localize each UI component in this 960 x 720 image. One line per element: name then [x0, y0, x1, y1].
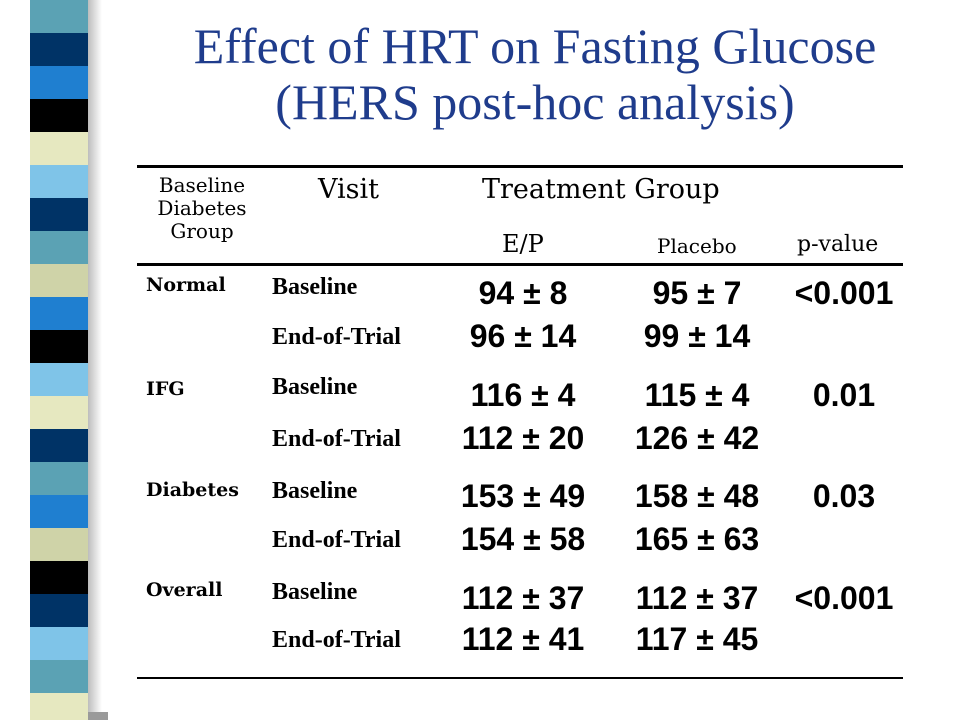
- placebo-value: 95 ± 7: [652, 275, 742, 311]
- p-value: 0.01: [812, 377, 876, 413]
- group-label-overall: Overall: [146, 579, 223, 601]
- placebo-value: 158 ± 48: [634, 478, 760, 514]
- visit-label: Baseline: [272, 579, 358, 605]
- stripe-block: [30, 594, 88, 627]
- p-value: 0.03: [812, 478, 876, 514]
- p-value: <0.001: [794, 275, 894, 311]
- stripe-block: [30, 231, 88, 264]
- ep-value: 112 ± 20: [461, 420, 585, 456]
- slide-title: Effect of HRT on Fasting Glucose (HERS p…: [110, 18, 960, 130]
- placebo-value: 112 ± 37: [635, 580, 759, 616]
- visit-label: End-of-Trial: [272, 627, 401, 653]
- decorative-stripe: [30, 0, 88, 720]
- ep-value: 116 ± 4: [470, 377, 576, 413]
- stripe-block: [30, 99, 88, 132]
- placebo-value: 115 ± 4: [644, 377, 750, 413]
- stripe-block: [30, 264, 88, 297]
- ep-value: 96 ± 14: [469, 318, 577, 354]
- visit-label: End-of-Trial: [272, 527, 401, 553]
- stripe-block: [30, 66, 88, 99]
- stripe-block: [30, 330, 88, 363]
- placebo-value: 99 ± 14: [643, 318, 751, 354]
- visit-label: Baseline: [272, 274, 358, 300]
- stripe-block: [30, 132, 88, 165]
- table-bottom-rule: [137, 677, 903, 679]
- ep-value: 112 ± 37: [461, 580, 585, 616]
- ep-value: 112 ± 41: [461, 621, 585, 657]
- visit-label: End-of-Trial: [272, 324, 401, 350]
- group-label-diabetes: Diabetes: [146, 479, 239, 501]
- visit-label: End-of-Trial: [272, 426, 401, 452]
- header-placebo: Placebo: [657, 234, 737, 258]
- title-line-1: Effect of HRT on Fasting Glucose: [193, 18, 877, 74]
- stripe-shadow: [88, 0, 102, 720]
- stripe-block: [30, 495, 88, 528]
- ep-value: 94 ± 8: [478, 275, 568, 311]
- stripe-block: [30, 561, 88, 594]
- placebo-value: 126 ± 42: [634, 420, 760, 456]
- header-treatment-group: Treatment Group: [482, 174, 720, 205]
- stripe-block: [30, 165, 88, 198]
- stripe-block: [30, 396, 88, 429]
- header-baseline-diabetes-group: Baseline Diabetes Group: [146, 174, 258, 243]
- group-label-ifg: IFG: [146, 378, 185, 400]
- stripe-block: [30, 198, 88, 231]
- stripe-block: [30, 33, 88, 66]
- stripe-block: [30, 363, 88, 396]
- ep-value: 154 ± 58: [460, 521, 586, 557]
- stripe-block: [30, 297, 88, 330]
- title-line-2: (HERS post-hoc analysis): [275, 74, 795, 130]
- stripe-block: [30, 528, 88, 561]
- ep-value: 153 ± 49: [460, 478, 586, 514]
- stripe-block: [30, 693, 88, 720]
- table-top-rule: [137, 165, 903, 168]
- stripe-block: [30, 660, 88, 693]
- header-group-line: Group: [170, 219, 234, 243]
- group-label-normal: Normal: [146, 274, 226, 296]
- stripe-block: [30, 462, 88, 495]
- placebo-value: 165 ± 63: [634, 521, 760, 557]
- header-baseline-line: Baseline: [158, 173, 246, 197]
- stripe-block: [30, 0, 88, 33]
- header-p-value: p-value: [797, 232, 879, 257]
- header-diabetes-line: Diabetes: [157, 196, 247, 220]
- placebo-value: 117 ± 45: [635, 621, 759, 657]
- visit-label: Baseline: [272, 374, 358, 400]
- stripe-base: [88, 712, 108, 720]
- header-visit: Visit: [318, 174, 380, 205]
- stripe-block: [30, 627, 88, 660]
- header-ep: E/P: [502, 230, 544, 258]
- stripe-block: [30, 429, 88, 462]
- p-value: <0.001: [794, 580, 894, 616]
- visit-label: Baseline: [272, 478, 358, 504]
- table-header-rule: [137, 263, 903, 266]
